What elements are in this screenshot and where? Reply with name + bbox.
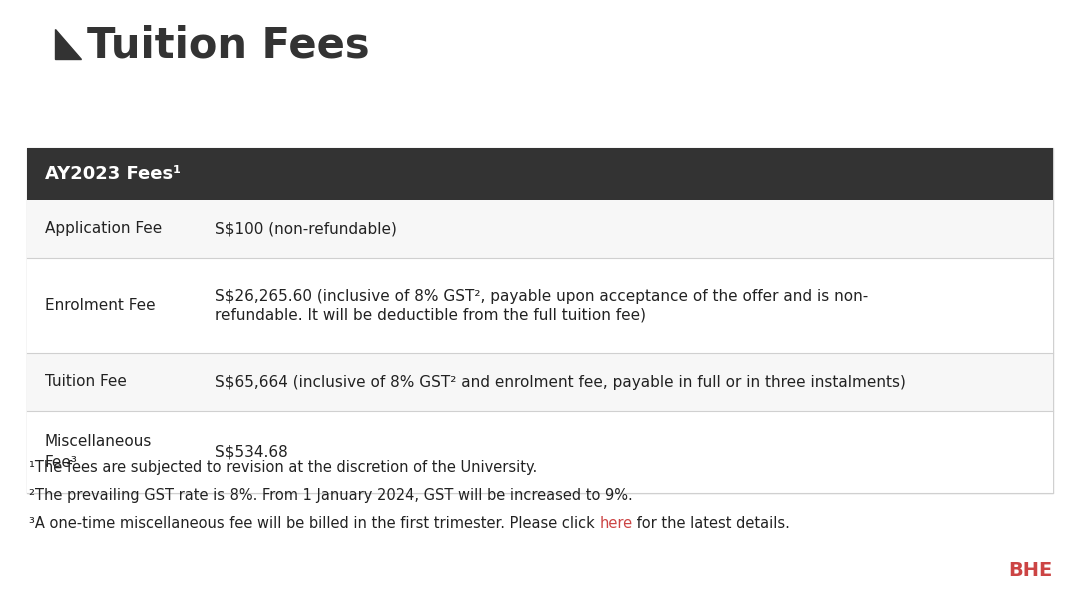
Bar (27, 258, 1053, 353)
Text: Miscellaneous
Fee³: Miscellaneous Fee³ (45, 434, 152, 470)
Text: ²The prevailing GST rate is 8%. From 1 January 2024, GST will be increased to 9%: ²The prevailing GST rate is 8%. From 1 J… (29, 488, 633, 503)
Text: ³A one-time miscellaneous fee will be billed in the first trimester. Please clic: ³A one-time miscellaneous fee will be bi… (29, 516, 599, 531)
Text: S$65,664 (inclusive of 8% GST² and enrolment fee, payable in full or in three in: S$65,664 (inclusive of 8% GST² and enrol… (215, 374, 906, 389)
Text: AY2023 Fees¹: AY2023 Fees¹ (45, 165, 181, 183)
Text: for the latest details.: for the latest details. (633, 516, 791, 531)
Text: S$26,265.60 (inclusive of 8% GST², payable upon acceptance of the offer and is n: S$26,265.60 (inclusive of 8% GST², payab… (215, 289, 868, 304)
Text: here: here (599, 516, 633, 531)
Bar (27, 411, 1053, 493)
Bar (27, 148, 1053, 493)
Text: Tuition Fees: Tuition Fees (87, 25, 369, 67)
Bar (27, 353, 1053, 411)
Bar (27, 200, 1053, 258)
Text: S$534.68: S$534.68 (215, 444, 287, 459)
Text: refundable. It will be deductible from the full tuition fee): refundable. It will be deductible from t… (215, 307, 646, 322)
Text: ¹The fees are subjected to revision at the discretion of the University.: ¹The fees are subjected to revision at t… (29, 460, 537, 475)
Text: Tuition Fee: Tuition Fee (45, 374, 126, 389)
Text: S$100 (non-refundable): S$100 (non-refundable) (215, 221, 396, 236)
Text: Enrolment Fee: Enrolment Fee (45, 298, 156, 313)
Bar (27, 148, 1053, 200)
Text: Application Fee: Application Fee (45, 221, 162, 236)
Polygon shape (55, 29, 81, 59)
Text: BHE: BHE (1008, 561, 1052, 580)
